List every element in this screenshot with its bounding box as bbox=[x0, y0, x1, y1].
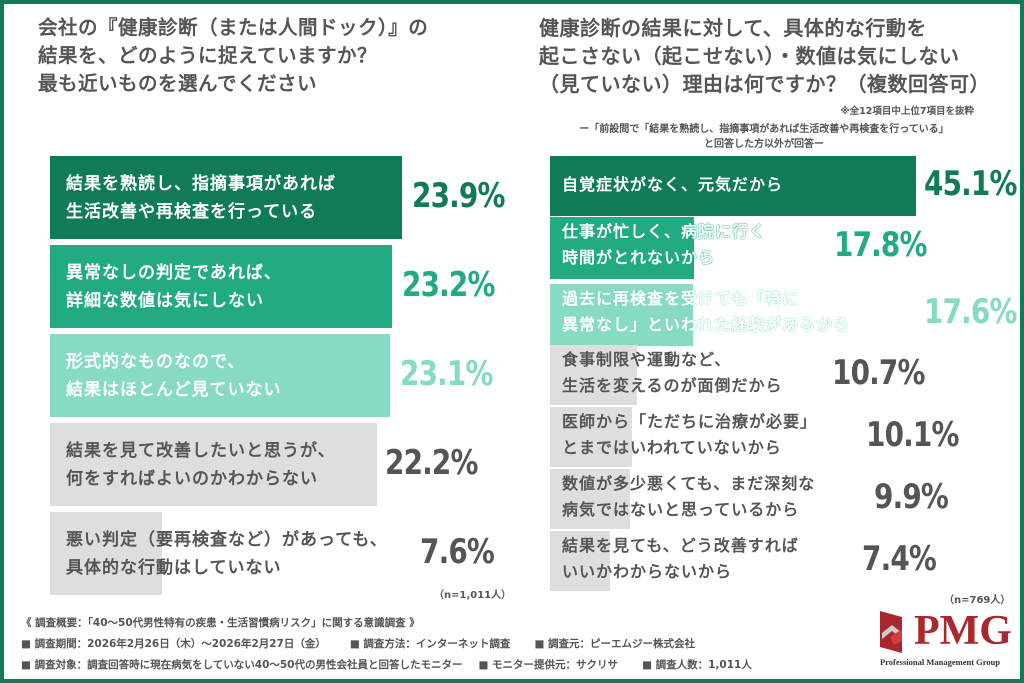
right-bar-label-2: 仕事が忙しく、病院に行く 時間がとれないから bbox=[562, 219, 766, 271]
label-line: 悪い判定（要再検査など）があっても、 bbox=[66, 530, 388, 550]
right-chart-title: 健康診断の結果に対して、具体的な行動を 起こさない（起こせない）・数値は気にしな… bbox=[539, 14, 990, 98]
label-line: 結果を見て改善したいと思うが、 bbox=[66, 441, 336, 461]
survey-title: 《 調査概要：「40〜50代男性特有の疾患・生活習慣病リスク」に関する意識調査 … bbox=[21, 617, 420, 629]
survey-method: ■ 調査方法：インターネット調査 bbox=[349, 638, 511, 650]
left-bar-value-1: 23.9% bbox=[412, 176, 505, 216]
right-bar-label-3: 過去に再検査を受けても「特に異常なし」といわれた経験があるから bbox=[562, 286, 850, 338]
right-bar-value-3: 17.6% bbox=[924, 292, 1017, 332]
label-line: 結果を見ても、どう改善すれば bbox=[562, 536, 799, 555]
left-bar-value-3: 23.1% bbox=[400, 354, 493, 394]
label-line: 生活を変えるのが面倒だから bbox=[562, 376, 783, 395]
left-bar-value-4: 22.2% bbox=[385, 443, 478, 483]
right-bar-label-4: 食事制限や運動など、生活を変えるのが面倒だから bbox=[562, 347, 783, 399]
left-chart-title: 会社の『健康診断（または人間ドック）』の 結果を、どのように捉えていますか？ 最… bbox=[38, 14, 428, 98]
label-line: いいかわからないから bbox=[562, 562, 733, 581]
right-bar-1 bbox=[550, 156, 916, 216]
left-title-line-3: 最も近いものを選んでください bbox=[38, 72, 318, 95]
label-line: 何をすればよいのかわからない bbox=[66, 469, 318, 489]
label-line: 食事制限や運動など、 bbox=[562, 350, 732, 369]
label-line: 詳細な数値は気にしない bbox=[66, 291, 264, 311]
pmg-logo: PMG Professional Management Group bbox=[876, 608, 1016, 677]
label-line: 結果を熟読し、指摘事項があれば bbox=[66, 174, 336, 194]
left-bar-5 bbox=[50, 512, 162, 595]
left-bar-value-2: 23.2% bbox=[402, 265, 495, 305]
right-title-line-1: 健康診断の結果に対して、具体的な行動を bbox=[539, 16, 927, 40]
survey-row-2: ■ 調査対象：調査回答時に現在病気をしていない40〜50代の男性会社員と回答した… bbox=[21, 657, 752, 672]
right-bar-5 bbox=[550, 407, 632, 467]
left-bar-1 bbox=[50, 156, 402, 239]
left-bar-value-5: 7.6% bbox=[420, 532, 495, 572]
left-bar-2 bbox=[50, 245, 392, 328]
label-line: 仕事が忙しく、病院に行く bbox=[562, 222, 767, 241]
label-line: 過去に再検査を受けても「特に bbox=[562, 289, 800, 308]
left-bar-label-5: 悪い判定（要再検査など）があっても、 具体的な行動はしていない bbox=[66, 526, 388, 582]
label-line: 結果はほとんど見ていない bbox=[66, 380, 282, 400]
right-sample-size: （n=769人） bbox=[944, 595, 1011, 606]
label-line: とまではいわれていないから bbox=[562, 438, 782, 457]
survey-count: ■ 調査人数：1,011人 bbox=[642, 659, 752, 671]
right-bar-value-4: 10.7% bbox=[832, 353, 925, 393]
left-bar-label-3: 形式的なものなので、結果はほとんど見ていない bbox=[66, 348, 282, 404]
right-bar-label-1: 自覚症状がなく、元気だから bbox=[562, 172, 783, 198]
right-bar-value-2: 17.8% bbox=[834, 225, 927, 265]
right-bar-2 bbox=[550, 217, 694, 279]
left-title-line-1: 会社の『健康診断（または人間ドック）』の bbox=[38, 16, 429, 39]
right-bar-value-6: 9.9% bbox=[874, 477, 949, 517]
left-sample-size: （n=1,011人） bbox=[434, 590, 512, 601]
right-chart-subtitle: ー「前設問で「結果を熟読し、指摘事項があれば生活改善や再検査を行っている」 と回… bbox=[544, 122, 984, 152]
right-bar-4 bbox=[550, 345, 637, 405]
left-bar-label-1: 結果を熟読し、指摘事項があれば 生活改善や再検査を行っている bbox=[66, 170, 336, 226]
pmg-logo-mark-icon bbox=[880, 611, 902, 653]
right-title-line-2: 起こさない（起こせない）・数値は気にしない bbox=[539, 44, 960, 68]
left-bar-4 bbox=[50, 423, 377, 506]
label-line: 病気ではないと思っているから bbox=[562, 500, 800, 519]
label-line: 具体的な行動はしていない bbox=[66, 558, 282, 578]
label-line: 医師から「ただちに治療が必要」 bbox=[562, 412, 818, 431]
right-title-line-3: （見ていない）理由は何ですか？（複数回答可） bbox=[539, 72, 990, 96]
left-title-line-2: 結果を、どのように捉えていますか？ bbox=[38, 44, 378, 67]
right-bar-value-1: 45.1% bbox=[924, 164, 1017, 204]
right-bar-value-7: 7.4% bbox=[862, 539, 937, 579]
right-bar-value-5: 10.1% bbox=[866, 415, 959, 455]
right-bar-label-6: 数値が多少悪くても、まだ深刻な 病気ではないと思っているから bbox=[562, 471, 815, 523]
right-bar-7 bbox=[550, 531, 610, 591]
right-bar-label-5: 医師から「ただちに治療が必要」 とまではいわれていないから bbox=[562, 409, 817, 461]
right-bar-6 bbox=[550, 469, 630, 529]
pmg-logo-text: PMG bbox=[914, 608, 1012, 654]
right-subtitle-line-1: ー「前設問で「結果を熟読し、指摘事項があれば生活改善や再検査を行っている」 bbox=[579, 124, 949, 135]
survey-organizer: ■ 調査元：ピーエムジー株式会社 bbox=[534, 638, 696, 650]
survey-period: ■ 調査期間：2026年2月26日（木）〜2026年2月27日（金） bbox=[21, 638, 326, 650]
top-items-note: ※全12項目中上位7項目を抜粋 bbox=[840, 106, 974, 117]
right-subtitle-line-2: と回答した方以外が回答ー bbox=[704, 139, 824, 150]
label-line: 数値が多少悪くても、まだ深刻な bbox=[562, 474, 816, 493]
pmg-logo-subtitle: Professional Management Group bbox=[880, 657, 1001, 667]
survey-target: ■ 調査対象：調査回答時に現在病気をしていない40〜50代の男性会社員と回答した… bbox=[21, 659, 463, 671]
label-line: 異常なしの判定であれば、 bbox=[66, 263, 282, 283]
label-line: 形式的なものなので、 bbox=[66, 352, 246, 372]
survey-row-1: ■ 調査期間：2026年2月26日（木）〜2026年2月27日（金） ■ 調査方法… bbox=[21, 636, 695, 651]
left-bar-3 bbox=[50, 334, 390, 417]
label-line: 異常なし」といわれた経験があるから bbox=[562, 315, 851, 334]
label-line: 生活改善や再検査を行っている bbox=[66, 202, 318, 222]
label-line: 自覚症状がなく、元気だから bbox=[562, 175, 784, 194]
right-bar-label-7: 結果を見ても、どう改善すれば いいかわからないから bbox=[562, 533, 799, 585]
label-line: 時間がとれないから bbox=[562, 248, 716, 267]
left-bar-label-2: 異常なしの判定であれば、 詳細な数値は気にしない bbox=[66, 259, 282, 315]
left-bar-label-4: 結果を見て改善したいと思うが、 何をすればよいのかわからない bbox=[66, 437, 336, 493]
survey-provider: ■ モニター提供元：サクリサ bbox=[478, 659, 619, 671]
right-bar-3 bbox=[550, 284, 693, 346]
